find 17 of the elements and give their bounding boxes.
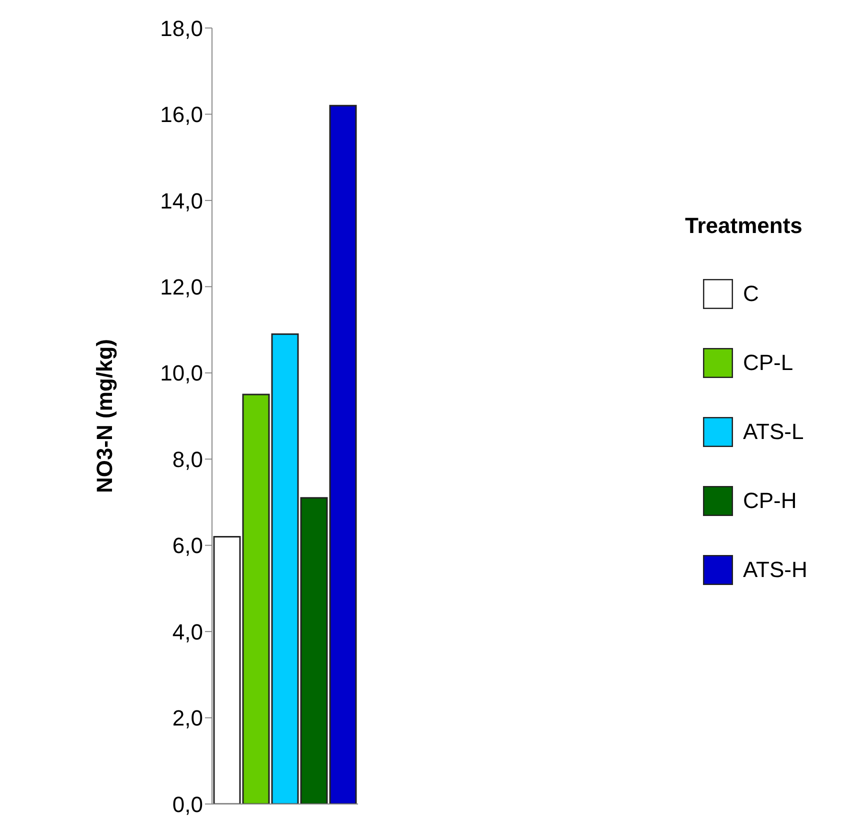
legend-label: CP-H bbox=[743, 488, 797, 514]
y-axis-title: NO3-N (mg/kg) bbox=[92, 339, 117, 493]
legend-title: Treatments bbox=[685, 213, 804, 239]
y-tick-label: 10,0 bbox=[160, 360, 203, 386]
y-tick-label: 14,0 bbox=[160, 188, 203, 214]
legend-label: C bbox=[743, 281, 759, 307]
y-tick-label: 4,0 bbox=[172, 619, 203, 644]
y-tick-label: 12,0 bbox=[160, 274, 203, 300]
y-tick-label: 18,0 bbox=[160, 16, 203, 41]
y-tick-label: 0,0 bbox=[172, 792, 203, 817]
y-tick-label: 6,0 bbox=[172, 533, 203, 558]
y-tick-label: 8,0 bbox=[172, 446, 203, 472]
y-tick-label: 2,0 bbox=[172, 706, 203, 731]
legend-label: CP-L bbox=[743, 350, 794, 376]
legend-label: ATS-H bbox=[743, 557, 808, 583]
legend-label: ATS-L bbox=[743, 419, 804, 445]
y-tick-label: 16,0 bbox=[160, 102, 203, 128]
